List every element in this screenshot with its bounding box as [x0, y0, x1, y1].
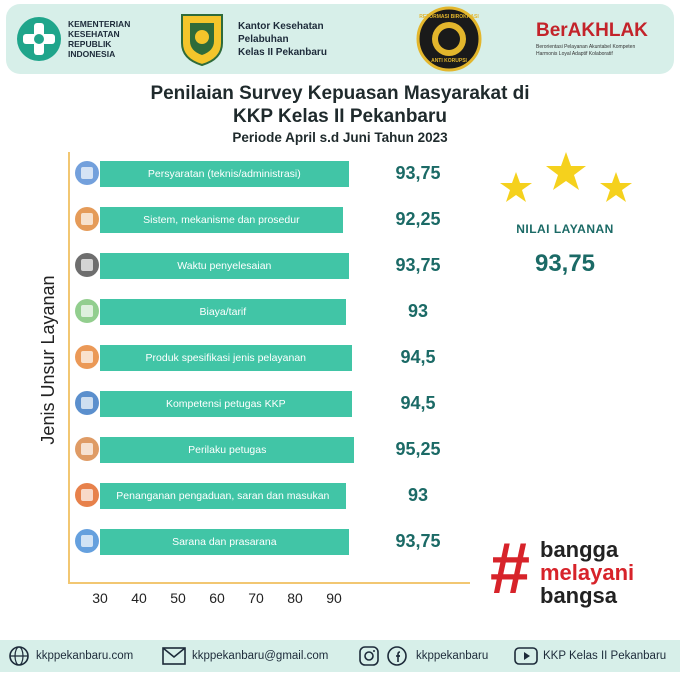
bar: Waktu penyelesaian: [100, 253, 349, 279]
footer-website[interactable]: kkppekanbaru.com: [8, 640, 133, 672]
instagram-icon: [359, 646, 379, 666]
value-label: 93,75: [395, 531, 441, 551]
x-tick-label: 80: [287, 590, 303, 606]
value-label: 92,25: [395, 209, 441, 229]
bar: Biaya/tarif: [100, 299, 346, 325]
officer-icon: [75, 391, 99, 415]
people-icon: [75, 437, 99, 461]
value-label: 93: [407, 301, 429, 321]
product-box-icon: [75, 345, 99, 369]
bar-label: Sarana dan prasarana: [172, 536, 277, 548]
value-label: 94,5: [400, 393, 436, 413]
star-icon: [546, 152, 586, 190]
star-icon: [500, 172, 532, 202]
x-tick-label: 60: [209, 590, 225, 606]
chart-title: Penilaian Survey Kepuasan Masyarakat di: [150, 83, 530, 104]
berakhlak-logo: BerAKHLAK Berorientasi Pelayanan Akuntab…: [536, 4, 648, 74]
bar: Sarana dan prasarana: [100, 529, 349, 555]
process-flow-icon: [75, 207, 99, 231]
kkp-text: Kantor Kesehatan Pelabuhan Kelas II Peka…: [238, 20, 327, 58]
kkp-logo: Kantor Kesehatan Pelabuhan Kelas II Peka…: [174, 4, 327, 74]
header-banner: KEMENTERIAN KESEHATAN REPUBLIK INDONESIA…: [6, 4, 674, 74]
facebook-icon: [387, 646, 407, 666]
value-label: 93,75: [395, 255, 441, 275]
bar: Penanganan pengaduan, saran dan masukan: [100, 483, 346, 509]
bar-label: Sistem, mekanisme dan prosedur: [143, 214, 300, 226]
value-label: 93: [407, 485, 429, 505]
bar: Produk spesifikasi jenis pelayanan: [100, 345, 352, 371]
kemenkes-logo: KEMENTERIAN KESEHATAN REPUBLIK INDONESIA: [14, 4, 130, 74]
reformasi-birokrasi-logo: REFORMASI BIROKRASI ANTI KORUPSI: [416, 4, 482, 74]
x-tick-label: 50: [170, 590, 186, 606]
y-axis-line: [68, 152, 70, 584]
bar-label: Kompetensi petugas KKP: [165, 398, 286, 410]
money-hand-icon: [75, 299, 99, 323]
summary-value: 93,75: [534, 250, 596, 277]
bar-label: Biaya/tarif: [199, 306, 247, 318]
star-icon: [600, 172, 632, 202]
value-label: 95,25: [395, 439, 441, 459]
y-axis-title: Jenis Unsur Layanan: [38, 275, 58, 445]
footer-bar: kkppekanbaru.com kkppekanbaru@gmail.com …: [0, 640, 680, 672]
chart-subtitle: Periode April s.d Juni Tahun 2023: [232, 130, 448, 145]
building-icon: [75, 529, 99, 553]
value-label: 94,5: [400, 347, 436, 367]
reformasi-text: REFORMASI BIROKRASI: [419, 14, 479, 20]
reformasi-seal-icon: [416, 6, 482, 72]
berakhlak-subtitle: Berorientasi Pelayanan Akuntabel Kompete…: [536, 44, 636, 57]
rating-stars: [500, 152, 632, 202]
kemenkes-text: KEMENTERIAN KESEHATAN REPUBLIK INDONESIA: [68, 19, 131, 59]
x-tick-label: 90: [326, 590, 342, 606]
footer-social[interactable]: kkppekanbaru: [358, 640, 488, 672]
x-axis-line: [68, 582, 470, 584]
berakhlak-title: BerAKHLAK: [536, 20, 648, 41]
youtube-icon: [514, 647, 538, 665]
footer-email-text: kkppekanbaru@gmail.com: [192, 650, 329, 662]
bar-label: Produk spesifikasi jenis pelayanan: [145, 352, 307, 364]
slogan-line3: bangsa: [540, 583, 618, 608]
bar-label: Perilaku petugas: [188, 444, 267, 456]
value-label: 93,75: [395, 163, 441, 183]
kemenkes-emblem-icon: [17, 17, 61, 61]
x-tick-label: 40: [131, 590, 147, 606]
bar-label: Waktu penyelesaian: [177, 260, 272, 272]
bar: Kompetensi petugas KKP: [100, 391, 352, 417]
x-tick-label: 70: [248, 590, 264, 606]
bar-label: Persyaratan (teknis/administrasi): [147, 168, 301, 180]
kkp-emblem-icon: [181, 14, 223, 67]
summary-label: NILAI LAYANAN: [516, 222, 614, 236]
slogan-line1: bangga: [540, 537, 619, 562]
globe-icon: [9, 646, 29, 666]
clock-icon: [75, 253, 99, 277]
footer-social-text: kkppekanbaru: [416, 650, 489, 662]
footer-email[interactable]: kkppekanbaru@gmail.com: [162, 640, 328, 672]
bar: Sistem, mekanisme dan prosedur: [100, 207, 343, 233]
footer-youtube[interactable]: KKP Kelas II Pekanbaru: [514, 640, 666, 672]
bar-label: Penanganan pengaduan, saran dan masukan: [116, 490, 330, 502]
documents-icon: [75, 161, 99, 185]
hashtag-symbol: #: [490, 529, 531, 609]
footer-youtube-text: KKP Kelas II Pekanbaru: [543, 650, 667, 662]
call-center-icon: [75, 483, 99, 507]
footer-website-text: kkppekanbaru.com: [36, 650, 134, 662]
anti-korupsi-text: ANTI KORUPSI: [431, 58, 467, 64]
bar: Perilaku petugas: [100, 437, 355, 463]
bar: Persyaratan (teknis/administrasi): [100, 161, 349, 187]
mail-icon: [162, 647, 186, 665]
slogan-line2: melayani: [540, 560, 635, 585]
chart-title-line2: KKP Kelas II Pekanbaru: [232, 106, 448, 127]
x-tick-label: 30: [92, 590, 108, 606]
